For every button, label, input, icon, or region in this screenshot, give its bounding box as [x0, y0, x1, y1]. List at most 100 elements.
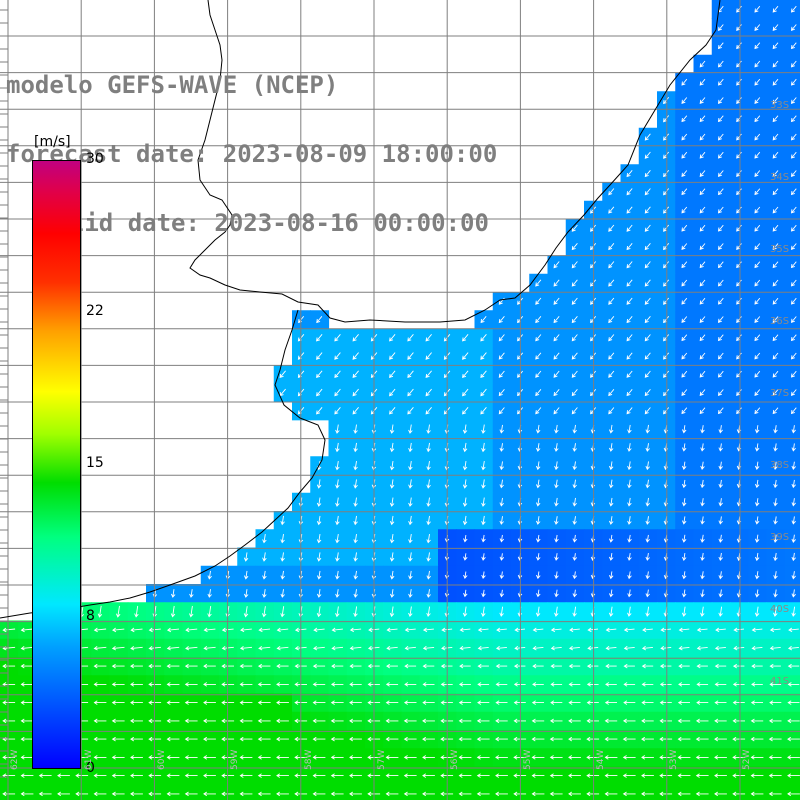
wind-arrow [112, 627, 125, 633]
lat-label: 41S [770, 676, 790, 687]
wind-arrow [571, 334, 578, 342]
wind-speed-cell [784, 328, 800, 348]
colorbar-unit: [m/s] [34, 134, 71, 150]
wind-arrow [148, 663, 162, 669]
wind-arrow [642, 627, 653, 633]
wind-arrow [495, 736, 508, 742]
wind-arrow [751, 645, 763, 651]
wind-arrow [695, 755, 709, 760]
wind-arrow [189, 589, 194, 598]
wind-arrow [2, 627, 16, 633]
wind-arrow [644, 243, 651, 251]
wind-arrow [714, 773, 727, 778]
wind-arrow [2, 663, 16, 669]
wind-arrow [331, 627, 343, 633]
wind-arrow [20, 718, 34, 724]
wind-arrow [349, 663, 362, 669]
wind-speed-cell [784, 255, 800, 275]
wind-arrow [554, 424, 559, 434]
wind-arrow [700, 516, 705, 525]
wind-arrow [772, 151, 779, 159]
wind-arrow [714, 718, 727, 724]
wind-arrow [732, 755, 746, 760]
wind-speed-cell [784, 584, 800, 603]
wind-arrow [316, 570, 322, 580]
wind-arrow [736, 133, 742, 141]
wind-arrow [166, 682, 180, 687]
wind-arrow [699, 188, 706, 196]
wind-arrow [353, 442, 358, 453]
wind-arrow [462, 407, 469, 415]
wind-arrow [353, 424, 358, 434]
wind-arrow [790, 334, 797, 342]
wind-arrow [148, 791, 162, 797]
wind-arrow [553, 389, 560, 397]
wind-arrow [203, 791, 216, 797]
wind-arrow [477, 682, 490, 687]
wind-arrow [659, 682, 672, 687]
wind-arrow [717, 60, 724, 68]
wind-speed-cell [693, 219, 713, 238]
wind-arrow [790, 352, 797, 360]
wind-arrow [608, 224, 615, 232]
wind-arrow [535, 571, 541, 580]
wind-arrow [608, 516, 614, 525]
wind-arrow [790, 151, 797, 159]
wind-arrow [257, 755, 271, 760]
wind-arrow [754, 606, 760, 617]
wind-arrow [531, 700, 544, 705]
wind-arrow [349, 736, 362, 742]
wind-arrow [554, 606, 559, 617]
wind-speed-cell [73, 784, 92, 800]
wind-arrow [641, 736, 654, 742]
wind-arrow [641, 663, 654, 669]
wind-arrow [773, 552, 778, 562]
wind-arrow [316, 352, 323, 360]
wind-arrow [717, 316, 724, 323]
wind-arrow [312, 663, 326, 669]
wind-arrow [554, 534, 559, 543]
wind-speed-cell [766, 255, 786, 275]
wind-arrow [572, 497, 577, 507]
wind-arrow [476, 718, 490, 724]
wind-arrow [754, 498, 760, 507]
wind-arrow [425, 334, 432, 342]
wind-speed-cell [565, 365, 585, 384]
wind-arrow [663, 407, 670, 415]
wind-arrow [571, 297, 578, 305]
wind-arrow [499, 443, 504, 452]
wind-speed-cell [711, 784, 731, 800]
wind-arrow [733, 645, 745, 651]
wind-arrow [389, 589, 395, 598]
wind-arrow [185, 645, 198, 651]
wind-arrow [553, 370, 560, 378]
wind-arrow [258, 645, 271, 651]
lon-label: 61W [84, 749, 94, 770]
coastline [189, 0, 721, 323]
wind-arrow [404, 682, 417, 687]
wind-speed-cell [784, 784, 800, 800]
wind-arrow [790, 97, 797, 104]
wind-arrow [458, 682, 471, 687]
wind-arrow [499, 497, 504, 507]
wind-arrow [627, 553, 632, 561]
wind-speed-cell [675, 784, 695, 800]
wind-arrow [772, 297, 779, 305]
wind-arrow [772, 316, 779, 323]
wind-arrow [568, 718, 581, 724]
wind-speed-cell [784, 529, 800, 549]
wind-arrow [736, 370, 742, 378]
wind-arrow [495, 645, 507, 651]
wind-arrow [389, 497, 395, 507]
wind-arrow [700, 498, 705, 507]
wind-arrow [568, 736, 581, 742]
forecast-date: forecast date: 2023-08-09 18:00:00 [6, 140, 498, 168]
wind-arrow [736, 352, 742, 360]
wind-speed-cell [273, 784, 293, 800]
wind-arrow [316, 407, 323, 415]
wind-arrow [681, 425, 687, 434]
wind-arrow [184, 718, 198, 724]
wind-arrow [681, 370, 688, 378]
wind-speed-cell [638, 255, 658, 275]
wind-arrow [568, 682, 581, 687]
